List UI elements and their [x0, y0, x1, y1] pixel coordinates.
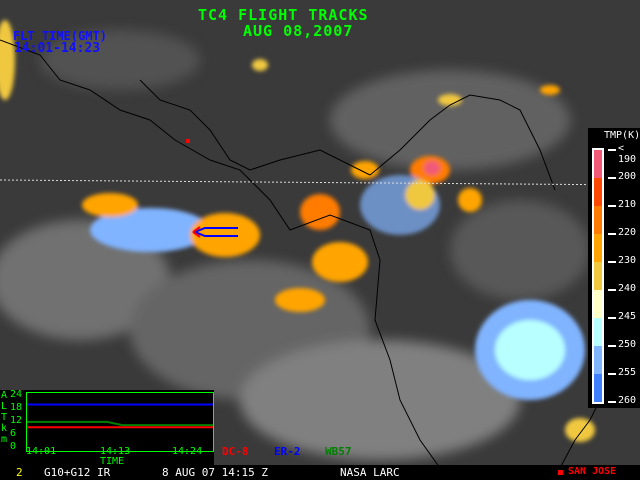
colorbar-tick [608, 261, 616, 263]
marker-label: SAN JOSE [568, 466, 617, 477]
wb57-altitude-line [27, 420, 213, 427]
colorbar-tick [608, 401, 616, 403]
status-bar: 2 G10+G12 IR 8 AUG 07 14:15 Z NASA LARC … [0, 465, 640, 480]
aircraft-label-er2: ER-2 [274, 445, 301, 458]
chart-title: TC4 FLIGHT TRACKS [198, 6, 369, 24]
colorbar-label: 220 [618, 227, 637, 238]
flight-time-label: FLT TIME(GMT) [13, 29, 107, 43]
colorbar-tick [608, 345, 616, 347]
flight-track-line [0, 179, 640, 186]
source-label: NASA LARC [340, 466, 400, 479]
y-tick-label: 12 [10, 415, 23, 426]
flight-time-range: 14:01-14:23 [14, 41, 101, 56]
colorbar-tick [608, 149, 616, 151]
y-axis-letter: m [1, 434, 8, 445]
colorbar-segment [594, 234, 604, 262]
colorbar-frame [592, 148, 604, 404]
y-tick-label: 24 [10, 389, 23, 400]
image-datetime: 8 AUG 07 14:15 Z [162, 466, 268, 479]
y-tick-label: 6 [10, 428, 17, 439]
colorbar-segment [594, 318, 604, 346]
colorbar-label: 260 [618, 395, 637, 406]
x-axis-label: TIME [100, 456, 125, 467]
frame-number: 2 [16, 466, 23, 479]
x-tick-label: 14:13 [100, 446, 131, 457]
x-tick-label: 14:24 [172, 446, 203, 457]
colorbar-label: 210 [618, 199, 637, 210]
y-tick-label: 18 [10, 402, 23, 413]
temperature-legend: TMP(K) < 190 200 210 220 230 240 245 250 255 260 [588, 128, 640, 408]
colorbar-label: 240 [618, 283, 637, 294]
colorbar-label: 255 [618, 367, 637, 378]
colorbar-label: 200 [618, 171, 637, 182]
colorbar-label: 250 [618, 339, 637, 350]
satellite-ir-image [0, 20, 640, 468]
colorbar-label: 230 [618, 255, 637, 266]
colorbar-tick [608, 177, 616, 179]
colorbar-tick [608, 373, 616, 375]
colorbar-label: < 190 [618, 143, 637, 165]
legend-title: TMP(K) [604, 130, 640, 141]
aircraft-label-wb57: WB57 [325, 445, 352, 458]
colorbar-tick [608, 289, 616, 291]
colorbar-segment [594, 206, 604, 234]
cloud-tops [0, 20, 595, 442]
satellite-name: G10+G12 IR [44, 466, 111, 479]
aircraft-label-dc8: DC-8 [222, 445, 249, 458]
colorbar-label: 245 [618, 311, 637, 322]
colorbar-tick [608, 233, 616, 235]
y-axis-letter: A [1, 390, 8, 401]
x-tick-label: 14:01 [26, 446, 57, 457]
colorbar-segment [594, 374, 604, 402]
chart-date: AUG 08,2007 [243, 22, 354, 40]
y-axis-letter: L [1, 401, 8, 412]
er2-track [192, 227, 238, 237]
y-tick-label: 0 [10, 441, 17, 452]
colorbar-tick [608, 317, 616, 319]
dc8-track [192, 226, 201, 238]
colorbar-segment [594, 178, 604, 206]
san-jose-marker [186, 139, 190, 143]
y-axis-letter: k [1, 423, 8, 434]
coastlines [0, 39, 601, 468]
colorbar-segment [594, 262, 604, 290]
y-axis-letter: T [1, 412, 8, 423]
altitude-plot-frame [26, 392, 214, 452]
colorbar-segment [594, 290, 604, 318]
colorbar-segment [594, 346, 604, 374]
colorbar-tick [608, 205, 616, 207]
marker-icon [558, 470, 563, 475]
colorbar-segment [594, 150, 604, 178]
